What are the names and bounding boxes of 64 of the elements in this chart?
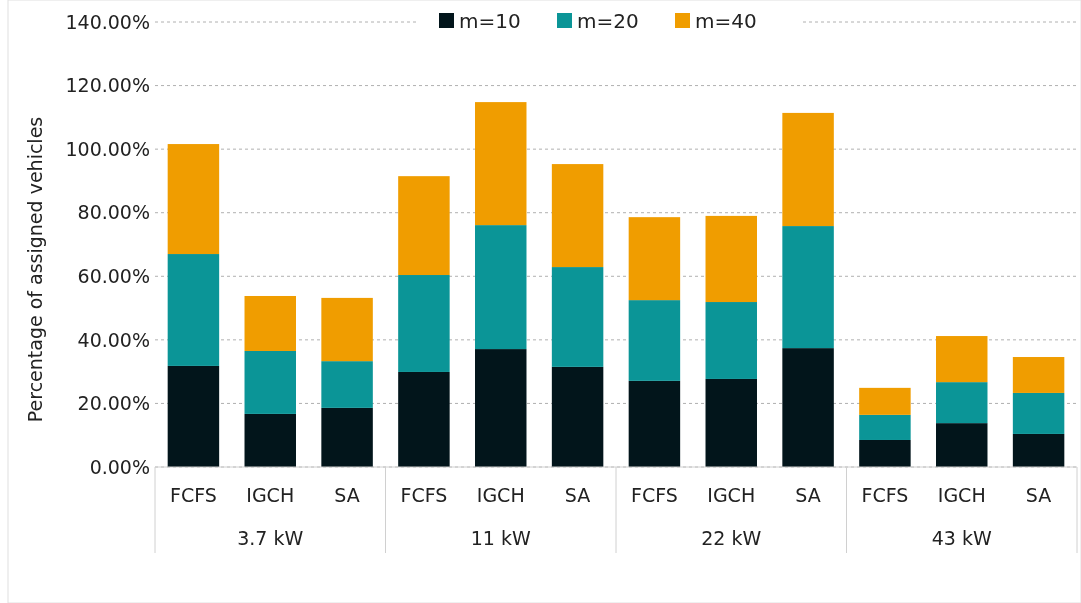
x-tick-label: IGCH xyxy=(937,484,986,506)
bar xyxy=(628,217,681,301)
legend-label: m=40 xyxy=(695,9,757,33)
bar xyxy=(936,423,988,467)
y-tick-label: 120.00% xyxy=(65,74,150,97)
text: 11 kW xyxy=(470,527,531,549)
bar xyxy=(782,348,834,467)
x-tick-label: SA xyxy=(1025,484,1052,506)
legend-label: m=10 xyxy=(459,9,521,33)
bar xyxy=(244,413,296,467)
bar xyxy=(782,226,834,349)
bar xyxy=(167,365,220,467)
y-tick-label: 80.00% xyxy=(77,201,150,224)
x-tick-label: IGCH xyxy=(246,484,295,506)
bar xyxy=(705,378,757,467)
y-tick-label: 40.00% xyxy=(77,328,150,351)
x-tick-label: SA xyxy=(795,484,821,506)
bar xyxy=(551,267,604,367)
bar xyxy=(167,254,220,366)
bar xyxy=(398,176,450,276)
bar xyxy=(782,112,834,227)
bar xyxy=(1012,357,1065,393)
x-tick-label: FCFS xyxy=(169,484,217,506)
y-tick-label: 60.00% xyxy=(77,264,150,287)
bar xyxy=(167,144,220,255)
bar xyxy=(321,297,373,362)
bar xyxy=(398,371,450,467)
x-tick-label: FCFS xyxy=(400,484,448,506)
bar xyxy=(398,275,450,372)
bar xyxy=(551,366,604,467)
y-tick-label: 0.00% xyxy=(89,455,150,478)
bar xyxy=(859,439,911,467)
y-tick-label: 140.00% xyxy=(65,10,150,33)
x-tick-label: FCFS xyxy=(861,484,909,506)
bar xyxy=(475,225,527,350)
bar xyxy=(475,349,527,467)
bar xyxy=(551,164,604,268)
bar xyxy=(628,300,681,381)
bar xyxy=(321,361,373,408)
y-tick-label: 100.00% xyxy=(65,137,150,160)
bar xyxy=(1012,433,1065,467)
bar xyxy=(1012,392,1065,434)
bar xyxy=(628,380,681,467)
x-tick-label: SA xyxy=(564,484,591,506)
y-axis-title: Percentage of assigned vehicles xyxy=(24,116,46,423)
bar xyxy=(244,295,296,351)
bar xyxy=(705,215,757,303)
x-tick-label: IGCH xyxy=(707,484,756,506)
bar xyxy=(244,350,296,414)
bar xyxy=(936,336,988,383)
bar xyxy=(321,407,373,467)
bar xyxy=(475,102,527,226)
text: 22 kW xyxy=(701,527,762,549)
bar xyxy=(705,302,757,379)
bar xyxy=(859,387,911,415)
text: 3.7 kW xyxy=(237,527,304,549)
x-tick-label: IGCH xyxy=(476,484,525,506)
x-tick-label: SA xyxy=(334,484,360,506)
bar xyxy=(859,414,911,440)
text: 43 kW xyxy=(931,527,992,549)
x-tick-label: FCFS xyxy=(630,484,678,506)
legend-label: m=20 xyxy=(577,9,639,33)
y-tick-label: 20.00% xyxy=(77,392,150,415)
bar xyxy=(936,382,988,424)
